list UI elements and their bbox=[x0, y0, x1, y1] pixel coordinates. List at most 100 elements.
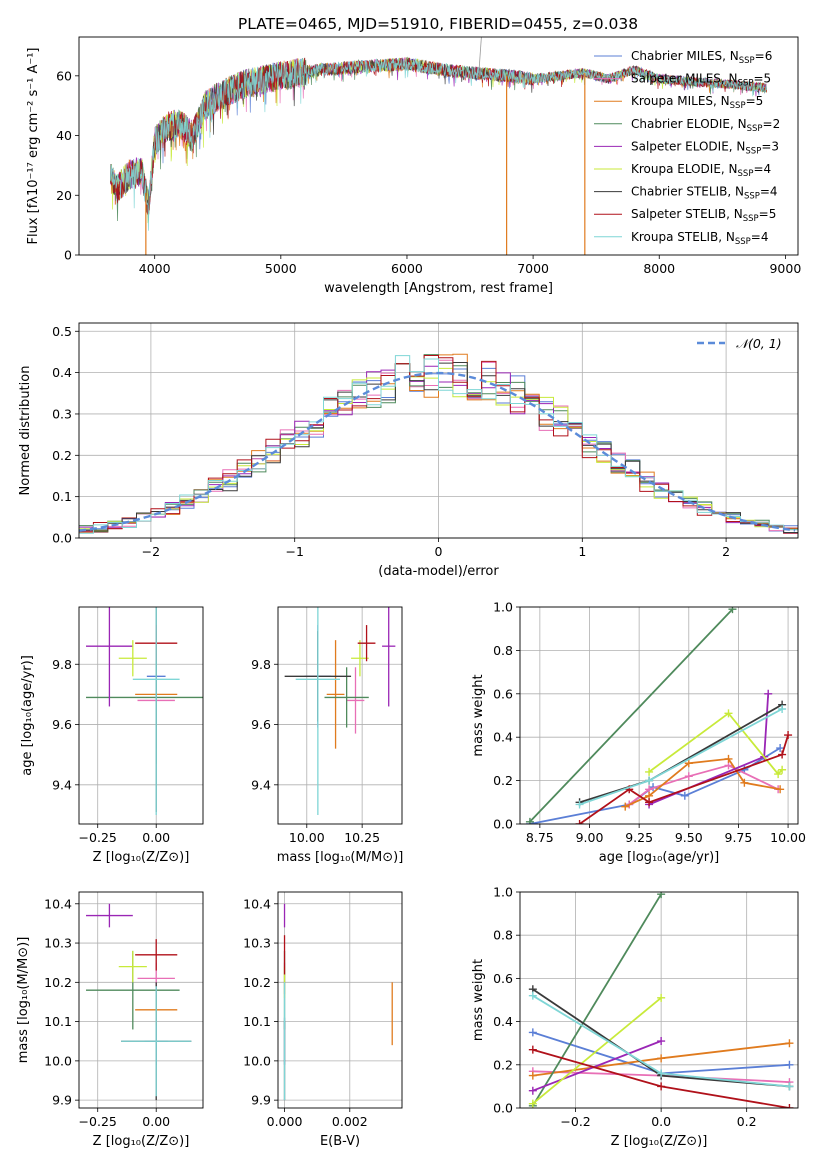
spectrum-line-kroupa-stelib bbox=[110, 57, 767, 231]
plot-area bbox=[110, 37, 767, 255]
y-tick-label: 20 bbox=[56, 188, 72, 203]
series-marker bbox=[724, 754, 733, 763]
y-tick-label: 0.4 bbox=[493, 1014, 513, 1029]
series-kroupa-stelib bbox=[575, 704, 787, 809]
series-marker bbox=[525, 817, 534, 824]
y-tick-label: 9.6 bbox=[52, 717, 72, 732]
series-kroupa-elodie bbox=[528, 993, 666, 1108]
x-tick-label: 5000 bbox=[265, 261, 297, 276]
legend-sub: SSP bbox=[747, 124, 763, 134]
legend-sub: SSP bbox=[739, 56, 755, 66]
y-tick-label: 10.3 bbox=[243, 936, 271, 951]
series-line bbox=[624, 757, 781, 808]
series-marker bbox=[778, 704, 787, 713]
x-tick-label: −1 bbox=[285, 544, 303, 559]
legend-label-kroupa-miles: Kroupa MILES, NSSP=5 bbox=[631, 94, 763, 111]
y-tick-label: 0.0 bbox=[52, 531, 72, 546]
y-tick-label: 60 bbox=[56, 68, 72, 83]
panel-mass-vs-ebv: 0.000 0.002 9.9 10.0 10.1 10.2 10.3 10.4 E(B-V) bbox=[243, 891, 403, 1149]
point-salpeter-miles bbox=[346, 667, 365, 734]
point-kroupa-miles bbox=[326, 640, 345, 749]
panel-age-vs-Z: −0.25 0.00 9.4 9.6 9.8 Z [log₁₀(Z/Z⊙)] age [lo… bbox=[20, 606, 204, 865]
series-marker bbox=[657, 993, 666, 1002]
series-marker bbox=[724, 709, 733, 718]
x-tick-label: −2 bbox=[142, 544, 160, 559]
series-marker bbox=[575, 820, 584, 824]
axes-frame bbox=[78, 36, 799, 256]
axes-frame bbox=[78, 322, 799, 539]
series-marker bbox=[776, 744, 785, 753]
y-axis-label: mass [log₁₀(M/M⊙)] bbox=[16, 937, 31, 1064]
legend-count: =4 bbox=[760, 185, 778, 199]
y-tick-label: 9.8 bbox=[251, 657, 271, 672]
x-axis-label: Z [log₁₀(Z/Z⊙)] bbox=[93, 1134, 190, 1149]
legend-label-kroupa-stelib: Kroupa STELIB, NSSP=4 bbox=[631, 230, 769, 247]
grid-lines bbox=[79, 607, 203, 824]
legend-label-kroupa-elodie: Kroupa ELODIE, NSSP=4 bbox=[631, 162, 771, 179]
axes-frame bbox=[277, 606, 403, 825]
x-axis-label: age [log₁₀(age/yr)] bbox=[599, 850, 720, 865]
x-tick-label: 0.000 bbox=[267, 1114, 303, 1129]
y-tick-label: 0.3 bbox=[52, 406, 72, 421]
y-tick-label: 9.4 bbox=[251, 777, 271, 792]
legend-sub: SSP bbox=[730, 101, 746, 111]
series-marker bbox=[774, 770, 783, 779]
series-marker bbox=[645, 776, 654, 785]
y-tick-label: 0.6 bbox=[493, 686, 513, 701]
series-marker bbox=[575, 800, 584, 809]
series-kroupa-elodie bbox=[645, 709, 787, 779]
series-marker bbox=[776, 785, 785, 794]
y-tick-label: 40 bbox=[56, 128, 72, 143]
series-marker bbox=[621, 802, 630, 811]
series-line bbox=[529, 747, 781, 824]
legend-label-chabrier-elodie: Chabrier ELODIE, NSSP=2 bbox=[631, 117, 780, 134]
grid-lines bbox=[278, 892, 402, 1108]
y-axis-label: age [log₁₀(age/yr)] bbox=[20, 655, 35, 776]
axis-ticks: 0.000 0.002 9.9 10.0 10.1 10.2 10.3 10.4 bbox=[243, 896, 368, 1129]
series-marker bbox=[657, 1082, 666, 1091]
series-kroupa-stelib bbox=[528, 991, 794, 1091]
x-tick-label: 10.00 bbox=[289, 830, 325, 845]
x-tick-label: −0.25 bbox=[79, 1114, 117, 1129]
y-tick-label: 9.8 bbox=[52, 657, 72, 672]
x-axis-label: wavelength [Angstrom, rest frame] bbox=[324, 281, 553, 296]
point-kroupa-elodie bbox=[118, 950, 147, 983]
y-tick-label: 0.6 bbox=[493, 971, 513, 986]
series-line bbox=[579, 703, 783, 804]
point-kroupa-stelib bbox=[132, 607, 180, 815]
legend-sub: SSP bbox=[745, 146, 761, 156]
series-marker bbox=[785, 1104, 794, 1108]
y-tick-label: 1.0 bbox=[493, 600, 513, 615]
y-tick-label: 0.1 bbox=[52, 489, 72, 504]
series-marker bbox=[645, 798, 654, 807]
y-tick-label: 9.9 bbox=[52, 1093, 72, 1108]
y-tick-label: 10.0 bbox=[44, 1053, 72, 1068]
y-tick-label: 10.4 bbox=[243, 896, 271, 911]
series-marker bbox=[657, 1054, 666, 1063]
plot-area bbox=[525, 607, 793, 824]
y-tick-label: 0.2 bbox=[52, 448, 72, 463]
y-axis-label: mass weight bbox=[471, 959, 486, 1041]
point-salpeter-elodie bbox=[382, 607, 396, 707]
legend-label-normal: 𝒩(0, 1) bbox=[736, 336, 782, 351]
point-salpeter-elodie bbox=[86, 903, 133, 928]
plot-area bbox=[86, 903, 192, 1101]
x-axis-label: mass [log₁₀(M/M⊙)] bbox=[277, 850, 404, 865]
series-marker bbox=[528, 1086, 537, 1095]
x-tick-label: 0.00 bbox=[142, 1114, 170, 1129]
series-kroupa-miles bbox=[528, 1039, 794, 1080]
y-tick-label: 10.1 bbox=[44, 1014, 72, 1029]
grid-lines bbox=[278, 607, 402, 824]
series-salpeter-stelib bbox=[528, 1045, 794, 1108]
y-axis-label: mass weight bbox=[471, 674, 486, 756]
series-marker bbox=[645, 767, 654, 776]
x-tick-label: −0.2 bbox=[560, 1114, 590, 1129]
series-marker bbox=[778, 765, 787, 774]
grid-lines bbox=[79, 892, 203, 1108]
y-tick-label: 0.0 bbox=[493, 1101, 513, 1116]
axes-frame bbox=[277, 891, 403, 1109]
y-tick-label: 0.2 bbox=[493, 773, 513, 788]
point-salpeter-elodie bbox=[86, 607, 133, 707]
panel-weight-vs-age: 8.75 9.00 9.25 9.50 9.75 10.00 0.0 0.2 0.4 0.6 0.8… bbox=[471, 600, 806, 866]
